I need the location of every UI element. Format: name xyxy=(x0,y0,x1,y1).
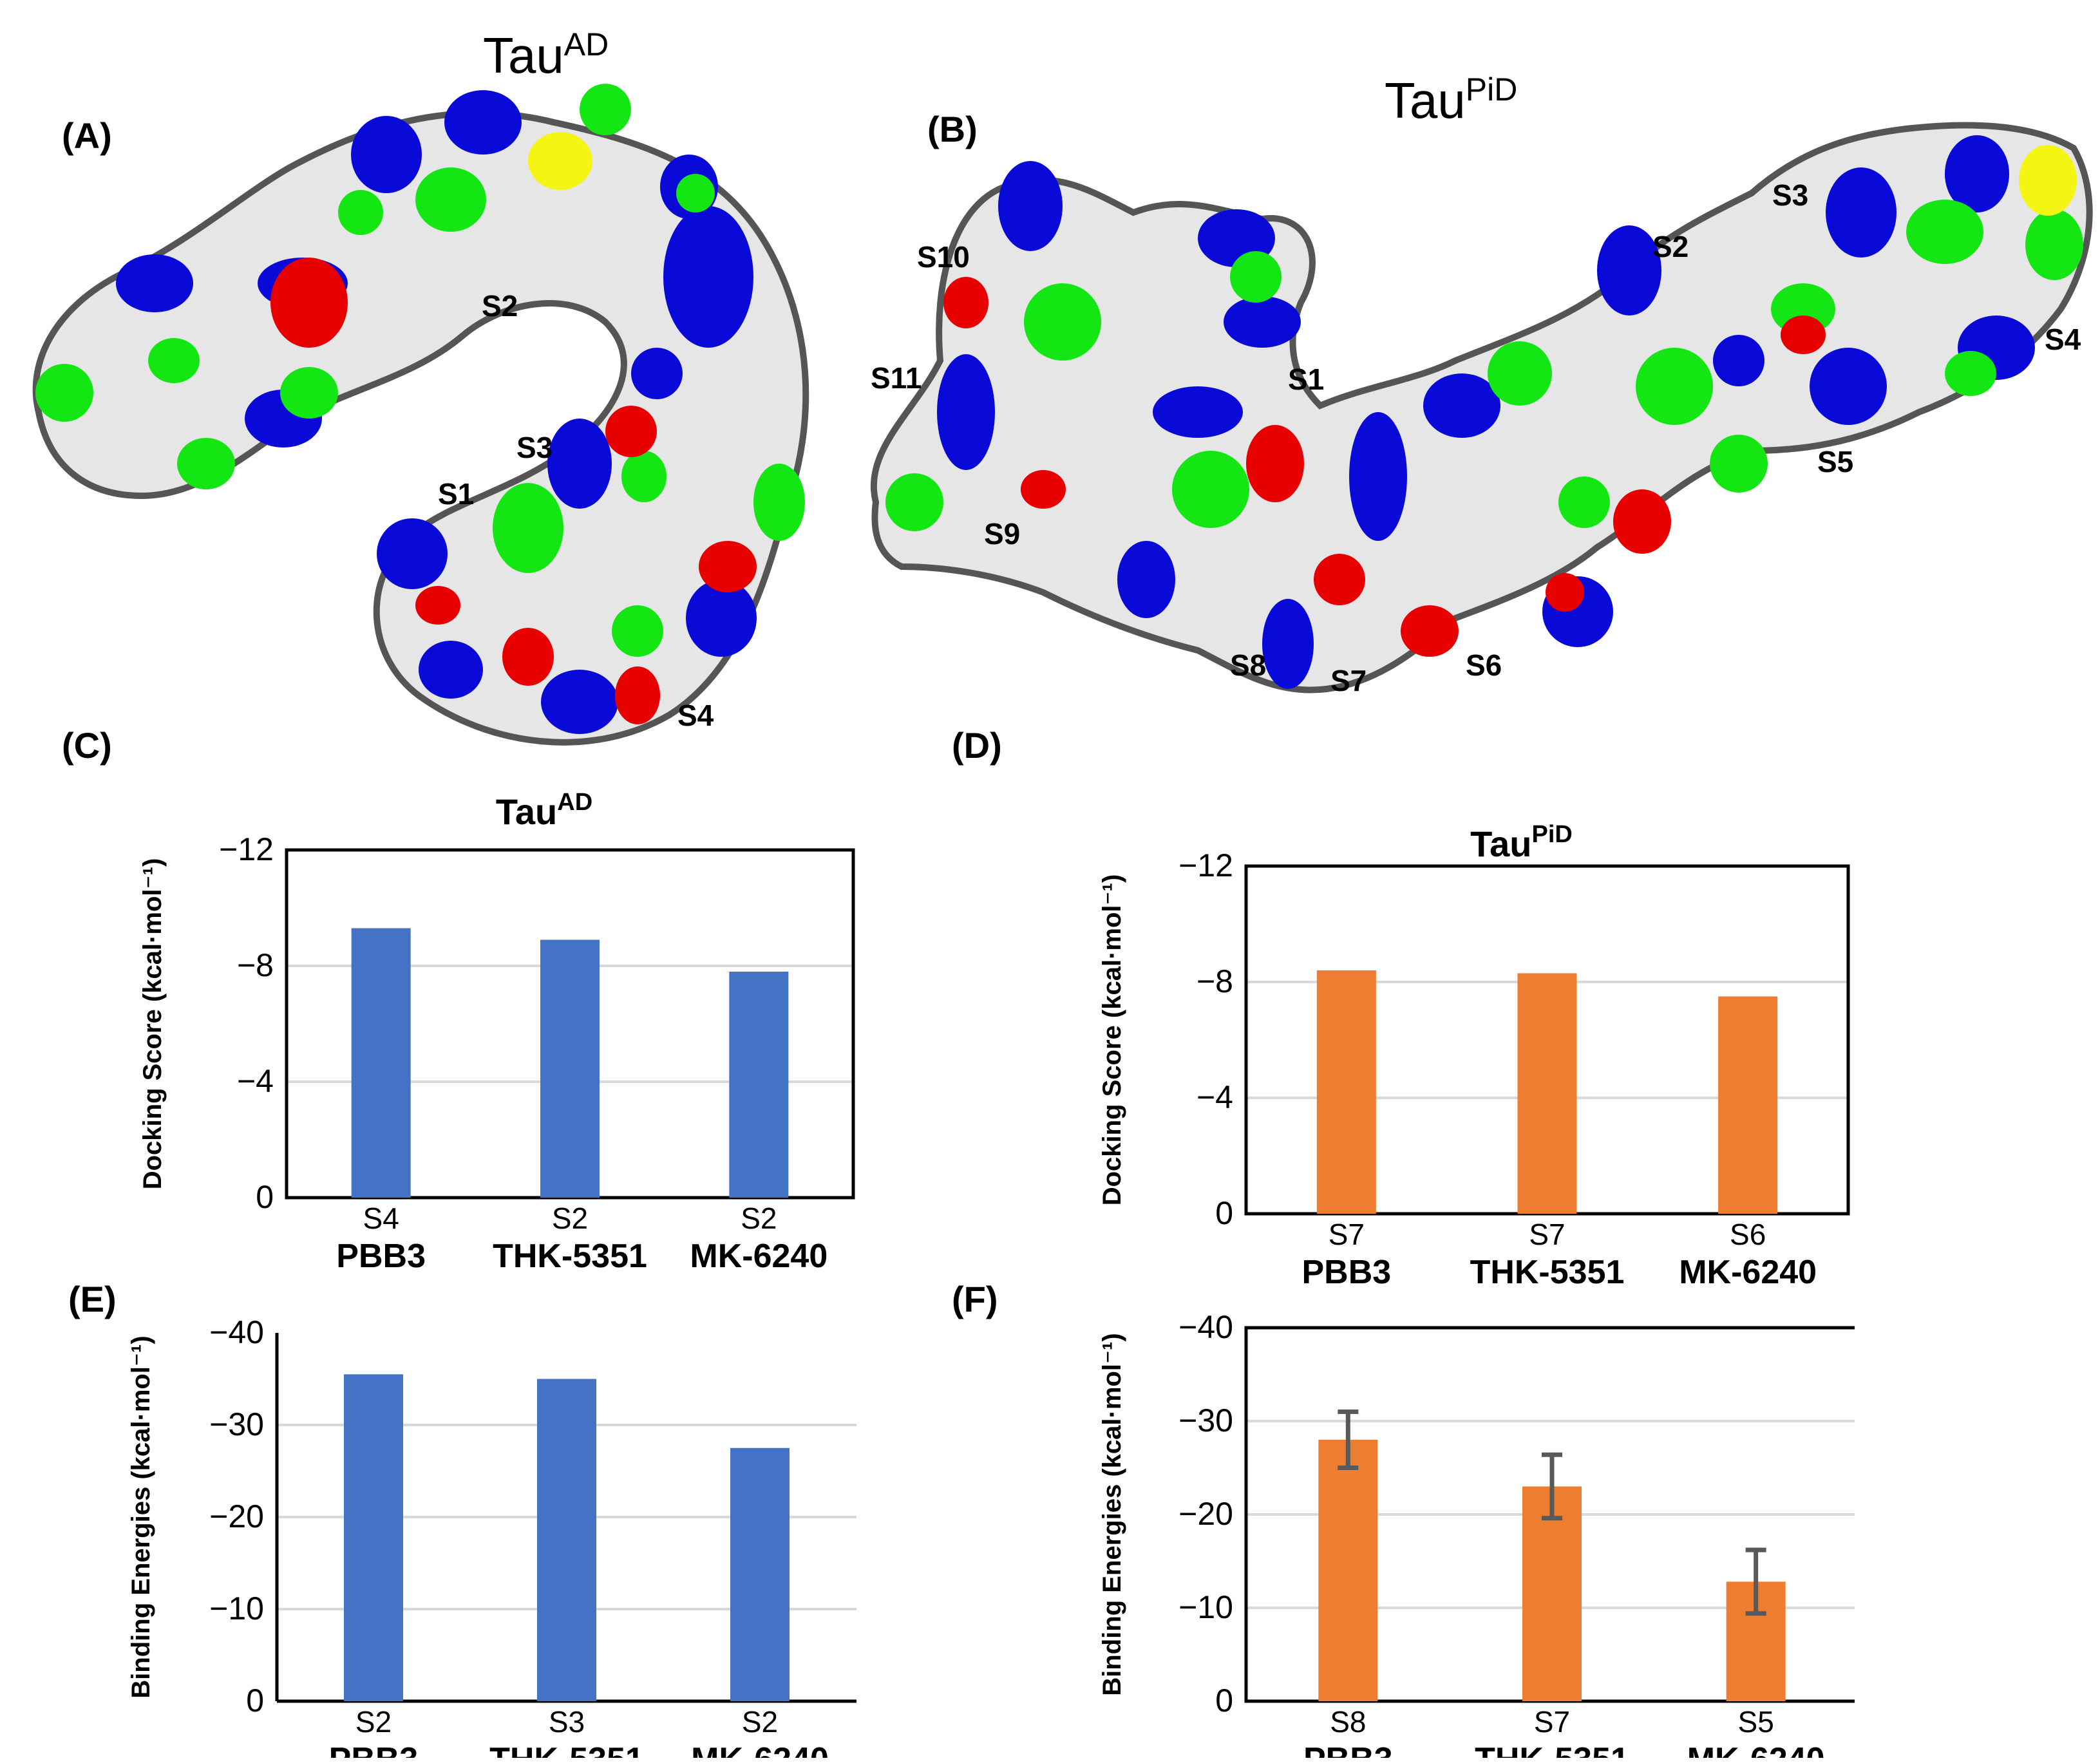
y-axis-label: Binding Energies (kcal·mol⁻¹) xyxy=(127,1335,155,1698)
y-tick-label: −40 xyxy=(1178,1309,1233,1345)
panel-label-a: (A) xyxy=(62,115,112,156)
category-label: PBB3 xyxy=(1301,1254,1391,1291)
panel-label-f: (F) xyxy=(952,1279,998,1319)
bar xyxy=(351,928,411,1198)
panel-label-c: (C) xyxy=(62,725,112,766)
category-label: MK-6240 xyxy=(690,1238,828,1275)
category-label: THK-5351 xyxy=(1470,1254,1625,1291)
site-label-b-s3: S3 xyxy=(1772,178,1809,212)
bar-chart-e: 0 −10 −20 −30 −40 S2 PBB3 S3 THK-5351 S2 MK-6240 Bi… xyxy=(127,1314,856,1758)
y-tick-label: −4 xyxy=(1197,1079,1233,1115)
category-label: THK-5351 xyxy=(1475,1741,1629,1758)
category-label: MK-6240 xyxy=(1687,1741,1825,1758)
category-label: PBB3 xyxy=(1303,1741,1393,1758)
site-tick-label: S6 xyxy=(1730,1218,1766,1251)
molecule-title-b-sup: PiD xyxy=(1465,71,1518,108)
y-tick-label: −20 xyxy=(209,1498,264,1534)
bar xyxy=(1522,1486,1582,1701)
molecular-surface-illustrations xyxy=(32,84,2093,746)
bar xyxy=(537,1379,596,1701)
bar xyxy=(730,1447,790,1701)
bar xyxy=(729,972,789,1198)
site-label-b-s10: S10 xyxy=(917,240,970,274)
category-label: THK-5351 xyxy=(489,1741,644,1758)
site-tick-label: S2 xyxy=(552,1202,588,1235)
bar xyxy=(1318,1440,1378,1701)
site-tick-label: S7 xyxy=(1329,1218,1365,1251)
site-tick-label: S2 xyxy=(741,1202,777,1235)
bar xyxy=(1718,996,1778,1214)
chart-title: TauPiD xyxy=(1470,821,1573,864)
site-tick-label: S2 xyxy=(355,1705,392,1739)
bar xyxy=(344,1374,403,1701)
y-tick-label: 0 xyxy=(1215,1683,1233,1719)
site-tick-label: S3 xyxy=(549,1705,585,1739)
y-tick-label: −12 xyxy=(219,831,274,867)
y-tick-label: −40 xyxy=(209,1314,264,1350)
panel-label-b: (B) xyxy=(927,109,978,149)
y-axis-label: Binding Energies (kcal·mol⁻¹) xyxy=(1098,1333,1126,1695)
y-tick-label: −4 xyxy=(237,1063,274,1099)
molecule-title-a: TauAD xyxy=(483,26,609,85)
site-label-b-s7: S7 xyxy=(1330,664,1367,697)
panel-label-e: (E) xyxy=(68,1279,117,1319)
site-label-a-s1: S1 xyxy=(438,477,475,511)
site-label-a-s2: S2 xyxy=(482,289,518,323)
site-label-b-s4: S4 xyxy=(2045,323,2081,356)
molecule-title-b: TauPiD xyxy=(1385,71,1517,130)
site-label-b-s11: S11 xyxy=(871,361,922,395)
bar xyxy=(1517,973,1577,1214)
molecular-surface-b xyxy=(870,122,2093,693)
y-tick-label: −8 xyxy=(1197,963,1233,999)
site-label-a-s4: S4 xyxy=(677,699,714,732)
molecule-title-b-text: Tau xyxy=(1385,72,1466,129)
bar xyxy=(1316,970,1376,1214)
molecular-surface-a xyxy=(32,84,809,746)
y-axis-label: Docking Score (kcal·mol⁻¹) xyxy=(1098,874,1126,1206)
site-tick-label: S7 xyxy=(1534,1705,1570,1739)
bar-chart-f: 0 −10 −20 −30 −40 S8 PBB3 S7 THK-5351 S5 MK-6240 Bi… xyxy=(1098,1309,1855,1758)
bar-chart-d: 0−4−8−12S7PBB3S7THK-5351S6MK-6240TauPiDD… xyxy=(1098,821,1850,1291)
y-tick-label: −10 xyxy=(1178,1589,1233,1625)
molecule-title-a-text: Tau xyxy=(483,27,564,84)
y-axis-label: Docking Score (kcal·mol⁻¹) xyxy=(138,858,167,1190)
site-tick-label: S4 xyxy=(363,1202,399,1235)
site-tick-label: S5 xyxy=(1738,1705,1774,1739)
category-label: PBB3 xyxy=(336,1238,426,1275)
molecule-title-a-sup: AD xyxy=(563,26,609,62)
category-label: PBB3 xyxy=(329,1741,419,1758)
y-tick-label: −10 xyxy=(209,1590,264,1626)
site-label-b-s1: S1 xyxy=(1288,363,1325,396)
category-label: MK-6240 xyxy=(1679,1254,1817,1291)
site-label-a-s3: S3 xyxy=(516,431,553,464)
y-tick-label: −12 xyxy=(1178,847,1233,883)
chart-title: TauAD xyxy=(496,789,592,832)
bar xyxy=(540,939,600,1198)
y-tick-label: −30 xyxy=(1178,1402,1233,1438)
y-tick-label: −20 xyxy=(1178,1496,1233,1532)
site-tick-label: S7 xyxy=(1529,1218,1565,1251)
site-label-b-s5: S5 xyxy=(1817,445,1854,478)
panel-label-d: (D) xyxy=(952,725,1002,766)
y-tick-label: 0 xyxy=(1215,1195,1233,1231)
site-tick-label: S2 xyxy=(742,1705,778,1739)
y-tick-label: 0 xyxy=(256,1179,274,1215)
category-label: THK-5351 xyxy=(493,1238,647,1275)
site-label-b-s8: S8 xyxy=(1230,648,1267,682)
y-tick-label: −8 xyxy=(237,947,274,983)
site-tick-label: S8 xyxy=(1330,1705,1366,1739)
bar-chart-c: 0−4−8−12S4PBB3S2THK-5351S2MK-6240TauADDo… xyxy=(138,789,855,1275)
y-tick-label: 0 xyxy=(246,1683,264,1719)
category-label: MK-6240 xyxy=(691,1741,829,1758)
site-label-b-s9: S9 xyxy=(984,517,1021,551)
site-label-b-s6: S6 xyxy=(1466,648,1502,682)
site-label-b-s2: S2 xyxy=(1652,230,1689,263)
y-tick-label: −30 xyxy=(209,1406,264,1442)
